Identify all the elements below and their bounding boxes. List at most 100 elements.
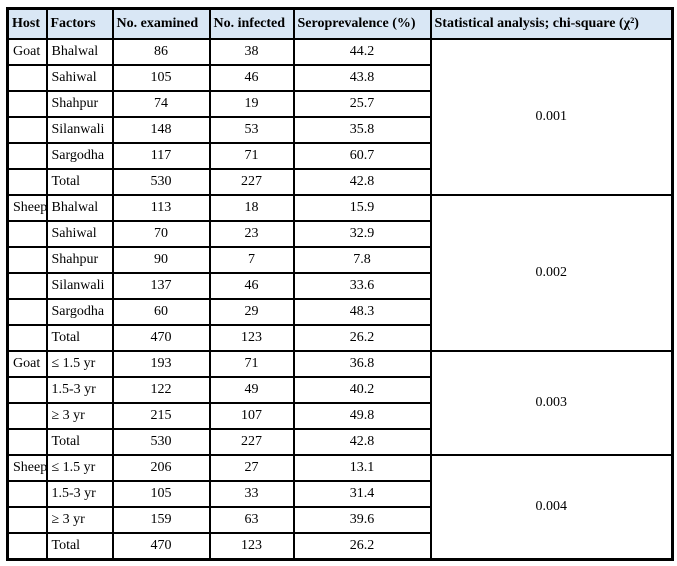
host-cell <box>6 220 48 248</box>
seroprevalence-cell: 31.4 <box>292 480 432 508</box>
table-row: Sahiwal 105 46 43.8 <box>6 64 673 92</box>
header-host: Host <box>6 7 48 40</box>
host-cell: Sheep <box>6 194 48 222</box>
factor-cell: Sahiwal <box>45 220 114 248</box>
examined-cell: 105 <box>111 64 211 92</box>
seroprevalence-cell: 40.2 <box>292 376 432 404</box>
host-cell <box>6 90 48 118</box>
examined-cell: 90 <box>111 246 211 274</box>
infected-cell: 63 <box>208 506 295 534</box>
infected-cell: 38 <box>208 38 295 66</box>
examined-cell: 117 <box>111 142 211 170</box>
table-row: Sargodha 60 29 48.3 <box>6 298 673 326</box>
infected-cell: 227 <box>208 168 295 196</box>
table-row: Total 470 123 26.2 <box>6 532 673 561</box>
infected-cell: 53 <box>208 116 295 144</box>
chi-square-cell: 0.002 <box>429 194 674 352</box>
seroprevalence-cell: 7.8 <box>292 246 432 274</box>
seroprevalence-cell: 49.8 <box>292 402 432 430</box>
table-row: 1.5-3 yr 105 33 31.4 <box>6 480 673 508</box>
table-row: 1.5-3 yr 122 49 40.2 <box>6 376 673 404</box>
host-cell <box>6 324 48 352</box>
factor-cell: ≤ 1.5 yr <box>45 454 114 482</box>
factor-cell: ≥ 3 yr <box>45 506 114 534</box>
header-seroprevalence: Seroprevalence (%) <box>292 7 432 40</box>
seroprevalence-cell: 44.2 <box>292 38 432 66</box>
factor-cell: Total <box>45 168 114 196</box>
infected-cell: 19 <box>208 90 295 118</box>
examined-cell: 113 <box>111 194 211 222</box>
factor-cell: Bhalwal <box>45 194 114 222</box>
table-row: Goat Bhalwal 86 38 44.2 0.001 <box>6 38 674 196</box>
seroprevalence-cell: 35.8 <box>292 116 432 144</box>
factor-cell: Total <box>45 428 114 456</box>
host-cell <box>6 506 48 534</box>
seroprevalence-cell: 13.1 <box>292 454 432 482</box>
examined-cell: 70 <box>111 220 211 248</box>
host-cell <box>6 376 48 404</box>
examined-cell: 206 <box>111 454 211 482</box>
infected-cell: 49 <box>208 376 295 404</box>
infected-cell: 71 <box>208 350 295 378</box>
table-row: Silanwali 148 53 35.8 <box>6 116 673 144</box>
examined-cell: 470 <box>111 324 211 352</box>
table-row: Sahiwal 70 23 32.9 <box>6 220 673 248</box>
examined-cell: 193 <box>111 350 211 378</box>
host-cell: Sheep <box>6 454 48 482</box>
table-row: Shahpur 74 19 25.7 <box>6 90 673 118</box>
seroprevalence-cell: 43.8 <box>292 64 432 92</box>
table-row: Sargodha 117 71 60.7 <box>6 142 673 170</box>
infected-cell: 23 <box>208 220 295 248</box>
table-row: Sheep Bhalwal 113 18 15.9 0.002 <box>6 194 674 352</box>
infected-cell: 71 <box>208 142 295 170</box>
table-row: Shahpur 90 7 7.8 <box>6 246 673 274</box>
infected-cell: 227 <box>208 428 295 456</box>
examined-cell: 215 <box>111 402 211 430</box>
infected-cell: 29 <box>208 298 295 326</box>
examined-cell: 74 <box>111 90 211 118</box>
factor-cell: ≤ 1.5 yr <box>45 350 114 378</box>
examined-cell: 530 <box>111 168 211 196</box>
table-row: Goat ≤ 1.5 yr 193 71 36.8 0.003 <box>6 350 674 456</box>
infected-cell: 46 <box>208 64 295 92</box>
examined-cell: 137 <box>111 272 211 300</box>
table-body: Goat Bhalwal 86 38 44.2 0.001 Sahiwal 105 46 43.8… <box>6 38 674 561</box>
host-cell <box>6 116 48 144</box>
factor-cell: Silanwali <box>45 116 114 144</box>
host-cell <box>6 532 48 561</box>
host-cell <box>6 246 48 274</box>
factor-cell: Silanwali <box>45 272 114 300</box>
seroprevalence-cell: 39.6 <box>292 506 432 534</box>
header-factors: Factors <box>45 7 114 40</box>
factor-cell: Bhalwal <box>45 38 114 66</box>
chi-square-cell: 0.003 <box>429 350 674 456</box>
host-cell <box>6 298 48 326</box>
table-row: Sheep ≤ 1.5 yr 206 27 13.1 0.004 <box>6 454 674 561</box>
examined-cell: 148 <box>111 116 211 144</box>
factor-cell: Shahpur <box>45 90 114 118</box>
infected-cell: 123 <box>208 324 295 352</box>
chi-square-cell: 0.001 <box>429 38 674 196</box>
host-cell <box>6 480 48 508</box>
seroprevalence-cell: 32.9 <box>292 220 432 248</box>
table-header: Host Factors No. examined No. infected S… <box>6 7 674 40</box>
header-row: Host Factors No. examined No. infected S… <box>6 7 674 40</box>
factor-cell: Sargodha <box>45 298 114 326</box>
infected-cell: 7 <box>208 246 295 274</box>
table-row: Total 470 123 26.2 <box>6 324 673 352</box>
seroprevalence-cell: 42.8 <box>292 428 432 456</box>
seroprevalence-cell: 60.7 <box>292 142 432 170</box>
seroprevalence-cell: 25.7 <box>292 90 432 118</box>
seroprevalence-cell: 48.3 <box>292 298 432 326</box>
host-cell: Goat <box>6 38 48 66</box>
table-row: Silanwali 137 46 33.6 <box>6 272 673 300</box>
host-cell <box>6 142 48 170</box>
header-examined: No. examined <box>111 7 211 40</box>
infected-cell: 107 <box>208 402 295 430</box>
factor-cell: 1.5-3 yr <box>45 480 114 508</box>
seroprevalence-table: Host Factors No. examined No. infected S… <box>6 7 674 561</box>
factor-cell: Sargodha <box>45 142 114 170</box>
seroprevalence-cell: 33.6 <box>292 272 432 300</box>
factor-cell: Sahiwal <box>45 64 114 92</box>
